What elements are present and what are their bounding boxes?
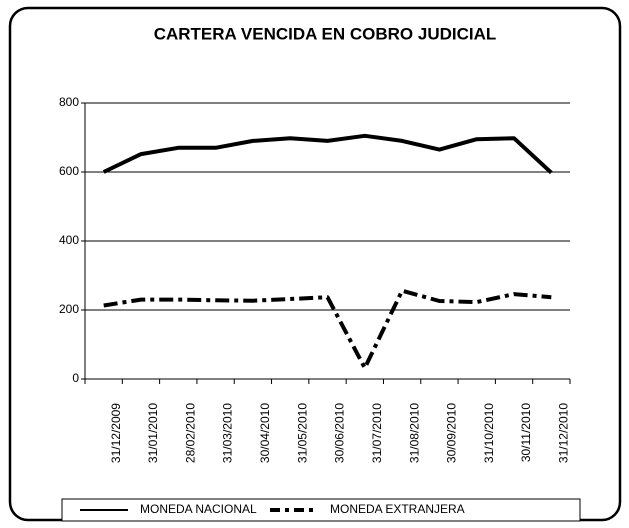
- x-tick-label: 30/06/2010: [333, 403, 347, 463]
- x-tick-label: 31/12/2009: [109, 403, 123, 463]
- y-tick-label: 600: [59, 164, 79, 178]
- x-tick-label: 31/12/2010: [557, 403, 571, 463]
- x-tick-label: 28/02/2010: [183, 403, 197, 463]
- y-tick-label: 800: [59, 95, 79, 109]
- x-tick-label: 31/10/2010: [482, 403, 496, 463]
- x-tick-label: 31/05/2010: [295, 403, 309, 463]
- legend-label: MONEDA EXTRANJERA: [330, 502, 465, 516]
- x-tick-label: 30/09/2010: [445, 403, 459, 463]
- chart-title: CARTERA VENCIDA EN COBRO JUDICIAL: [154, 24, 497, 43]
- x-tick-label: 30/04/2010: [258, 403, 272, 463]
- series-line: [102, 133, 553, 175]
- x-tick-label: 31/07/2010: [370, 403, 384, 463]
- x-tick-label: 31/01/2010: [146, 403, 160, 463]
- series-line: [103, 288, 552, 370]
- x-tick-label: 30/11/2010: [519, 403, 533, 462]
- legend-label: MONEDA NACIONAL: [140, 502, 257, 516]
- y-tick-label: 0: [72, 371, 79, 385]
- x-tick-label: 31/03/2010: [221, 403, 235, 463]
- y-tick-label: 200: [59, 302, 79, 316]
- y-tick-label: 400: [59, 233, 79, 247]
- legend-box: [61, 498, 581, 522]
- x-tick-label: 31/08/2010: [407, 403, 421, 463]
